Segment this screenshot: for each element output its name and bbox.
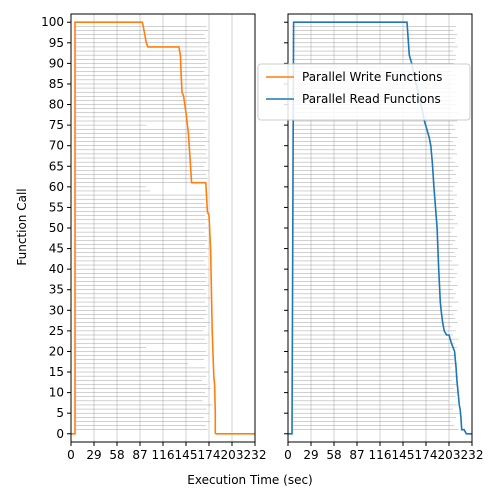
x-tick-label: 58: [109, 448, 124, 462]
y-axis-label: Function Call: [15, 188, 29, 265]
legend-label: Parallel Read Functions: [302, 92, 441, 106]
x-tick-label: 87: [132, 448, 147, 462]
y-tick-label: 0: [56, 427, 64, 441]
y-tick-label: 90: [49, 56, 64, 70]
x-tick-label: 174: [415, 448, 438, 462]
x-tick-label: 58: [326, 448, 341, 462]
x-tick-label: 29: [86, 448, 101, 462]
x-tick-label: 232: [244, 448, 267, 462]
y-tick-label: 100: [41, 15, 64, 29]
x-tick-label: 203: [221, 448, 244, 462]
y-tick-label: 30: [49, 303, 64, 317]
x-tick-label: 29: [303, 448, 318, 462]
y-tick-label: 25: [49, 324, 64, 338]
x-tick-label: 145: [175, 448, 198, 462]
x-tick-label: 0: [284, 448, 292, 462]
x-tick-label: 203: [438, 448, 461, 462]
y-tick-label: 65: [49, 159, 64, 173]
y-tick-label: 10: [49, 386, 64, 400]
y-tick-label: 40: [49, 262, 64, 276]
x-tick-label: 87: [349, 448, 364, 462]
y-tick-label: 70: [49, 139, 64, 153]
y-tick-label: 60: [49, 180, 64, 194]
y-tick-label: 85: [49, 77, 64, 91]
legend-label: Parallel Write Functions: [302, 70, 442, 84]
y-tick-label: 5: [56, 406, 64, 420]
x-axis-label: Execution Time (sec): [187, 473, 312, 487]
series-line: [71, 21, 217, 435]
y-tick-label: 80: [49, 98, 64, 112]
write-panel: 0 29 58 87 116 145 174 203 232 0 5 10 15 20 25 30 35 40 45…: [41, 13, 267, 462]
x-tick-label: 0: [67, 448, 75, 462]
x-tick-label: 116: [369, 448, 392, 462]
legend-box: [257, 63, 471, 121]
y-tick-label: 15: [49, 365, 64, 379]
x-tick-label: 174: [198, 448, 221, 462]
legend: Parallel Write Functions Parallel Read Fu…: [257, 63, 471, 121]
y-tick-label: 55: [49, 200, 64, 214]
x-tick-label: 116: [152, 448, 175, 462]
y-tick-label: 35: [49, 283, 64, 297]
y-tick-label: 20: [49, 344, 64, 358]
x-tick-label: 145: [392, 448, 415, 462]
y-tick-label: 75: [49, 118, 64, 132]
y-tick-label: 50: [49, 221, 64, 235]
y-tick-label: 95: [49, 36, 64, 50]
x-tick-label: 232: [461, 448, 484, 462]
y-tick-label: 45: [49, 242, 64, 256]
